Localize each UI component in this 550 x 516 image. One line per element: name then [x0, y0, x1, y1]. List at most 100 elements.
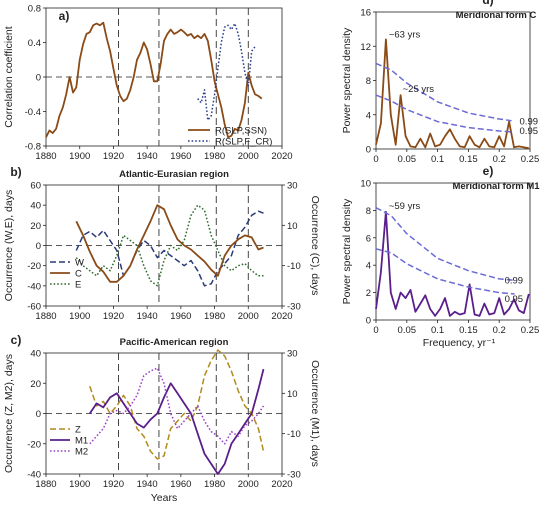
x-tick-label: 2000	[238, 151, 259, 162]
y-axis-label: Power spectral density	[341, 198, 353, 304]
y-tick-label: 2	[366, 288, 371, 299]
legend-entry-label: C	[75, 269, 82, 280]
x-tick-label: 0	[373, 154, 378, 165]
y-tick-label: 40	[30, 201, 41, 212]
y-tick-label: 16	[360, 8, 371, 19]
x-tick-label: 1960	[170, 311, 191, 322]
y-tick-label: -20	[27, 439, 41, 450]
annotation-label: 0.95	[520, 126, 539, 137]
y-right-tick-label: 30	[287, 349, 298, 360]
y-tick-label: 4	[366, 110, 371, 121]
y-tick-label: -0.4	[25, 107, 41, 118]
annotation-label: 0.99	[520, 117, 539, 128]
legend-entry-label: M2	[75, 447, 88, 458]
panel-title: Pacific-American region	[120, 337, 229, 348]
x-tick-label: 1980	[204, 151, 225, 162]
legend-entry-label: E	[75, 280, 81, 291]
x-tick-label: 1940	[137, 151, 158, 162]
y-axis-label: Power spectral density	[341, 27, 353, 133]
series-line-r-slp-f-cr-	[197, 22, 256, 121]
x-tick-label: 2020	[271, 151, 292, 162]
x-tick-label: 1900	[69, 311, 90, 322]
x-tick-label: 0.05	[398, 325, 417, 336]
panel-d: 0 0.05 0.1 0.15 0.2 0.25 0 4 8 12 16 d) Meridional f…	[341, 0, 539, 165]
y-tick-label: 60	[30, 181, 41, 192]
x-tick-label: 2000	[238, 479, 259, 490]
y-right-axis-label: Occurrence (M1), days	[309, 360, 321, 467]
y-tick-label: 12	[360, 42, 371, 53]
y-axis-label: Occurrence (Z, M2), days	[3, 354, 15, 473]
x-tick-label: 1920	[103, 311, 124, 322]
series-line-z	[89, 349, 265, 460]
y-right-tick-label: -10	[287, 261, 301, 272]
panel-e: 0 0.05 0.1 0.15 0.2 0.25 0 2 4 6 8 10 e) Meridional f…	[341, 164, 540, 349]
y-tick-label: 0	[366, 145, 371, 156]
x-tick-label: 0.15	[459, 325, 478, 336]
panel-label: a)	[59, 9, 70, 23]
x-tick-label: 1960	[170, 479, 191, 490]
y-tick-label: 20	[30, 221, 41, 232]
x-tick-label: 1940	[137, 479, 158, 490]
plot-frame	[375, 182, 531, 321]
series-line-m1	[89, 368, 265, 475]
x-tick-label: 1980	[204, 311, 225, 322]
x-tick-label: 1900	[69, 151, 90, 162]
series-line-spectrum	[375, 210, 530, 317]
x-tick-label: 1880	[35, 151, 56, 162]
y-tick-label: 0.8	[28, 4, 41, 15]
x-tick-label: 2020	[271, 479, 292, 490]
panel-label: d)	[482, 0, 493, 7]
series-line-e	[75, 204, 264, 287]
y-tick-label: -0.8	[25, 142, 41, 153]
x-tick-label: 0.25	[521, 154, 540, 165]
y-tick-label: 4	[366, 261, 371, 272]
panel-label: e)	[483, 164, 494, 178]
panel-title: Meridional form M1	[452, 181, 540, 192]
annotation-label: 0.99	[505, 275, 523, 286]
annotation-label: ~63 yrs	[389, 29, 421, 40]
y-tick-label: -40	[27, 470, 41, 481]
y-right-axis-label: Occurrence (C), days	[309, 196, 321, 296]
y-right-tick-label: 10	[287, 221, 298, 232]
y-axis-label: Correlation coefficient	[3, 26, 15, 127]
x-tick-label: 0.2	[493, 325, 506, 336]
x-tick-label: 1920	[103, 479, 124, 490]
annotation-label: 0.95	[505, 294, 523, 305]
x-tick-label: 1920	[103, 151, 124, 162]
y-tick-label: 6	[366, 233, 371, 244]
series-line-0-99	[375, 62, 512, 122]
y-tick-label: -20	[27, 261, 41, 272]
series-line-spectrum	[375, 38, 529, 149]
panel-a: 1880 1900 1920 1940 1960 1980 2000 2020 -0.8 -0.4…	[3, 4, 293, 163]
y-right-tick-label: 30	[287, 181, 298, 192]
annotation-label: ~59 yrs	[389, 201, 421, 212]
x-axis-label: Years	[151, 492, 177, 504]
panel-title: Atlantic-Eurasian region	[119, 169, 229, 180]
series-line-m2	[89, 367, 265, 445]
y-tick-label: 8	[366, 206, 371, 217]
x-tick-label: 0.1	[431, 154, 444, 165]
legend-entry-label: M1	[75, 436, 88, 447]
y-right-tick-label: 10	[287, 389, 298, 400]
series-line-0-95	[375, 248, 515, 295]
x-axis-label: Frequency, yr⁻¹	[423, 337, 496, 349]
y-tick-label: 0	[366, 316, 371, 327]
panel-c: 1880 1900 1920 1940 1960 1980 2000 2020 -40 -20 0 2…	[3, 333, 321, 504]
x-tick-label: 0.2	[493, 154, 506, 165]
series-line-w	[75, 210, 264, 287]
y-tick-label: -60	[27, 302, 41, 313]
legend-entry-label: R(SLP,F_CR)	[215, 137, 272, 148]
annotation-label: ~25 yrs	[403, 84, 435, 95]
x-tick-label: 0.15	[459, 154, 478, 165]
x-tick-label: 2020	[271, 311, 292, 322]
x-tick-label: 2000	[238, 311, 259, 322]
panel-title: Meridional form C	[456, 10, 537, 21]
x-tick-label: 1980	[204, 479, 225, 490]
x-tick-label: 0.05	[398, 154, 417, 165]
series-line-c	[75, 204, 264, 283]
series-line-r-slp-ssn-	[45, 21, 263, 139]
y-tick-label: -40	[27, 281, 41, 292]
legend-entry-label: W	[75, 258, 84, 269]
x-tick-label: 0	[373, 325, 378, 336]
y-tick-label: 0	[36, 409, 41, 420]
